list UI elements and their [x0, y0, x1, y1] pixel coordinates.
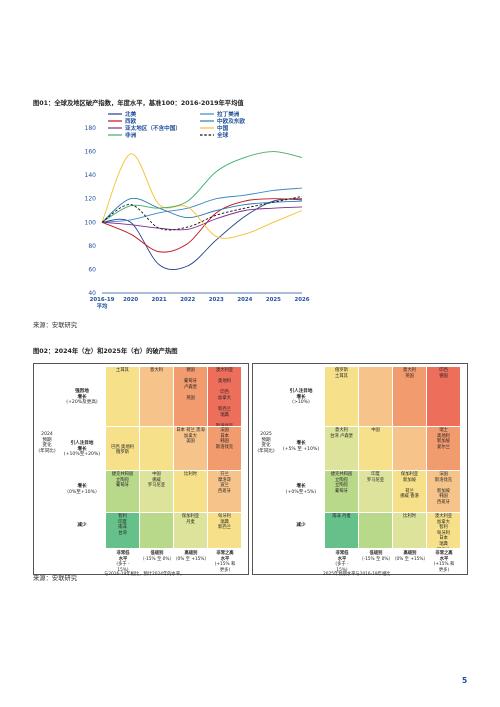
legend-label: 非洲	[125, 131, 137, 139]
legend-label: 中国	[217, 124, 229, 132]
hm2024-row-label: 强烈地 增长 (+20%及更高)	[66, 389, 98, 406]
series-line-1	[101, 187, 303, 223]
hm2024-heat-cell: 意大利	[140, 367, 173, 426]
x-tick-label: 2023	[209, 297, 224, 303]
x-tick-label: 2021	[152, 297, 167, 303]
hm2025-col-label: 非常低 水平 (多于 - 15%)	[335, 551, 349, 573]
hm2024-heat-cell: 比利时	[174, 471, 207, 512]
hm2024-col-label: 低级别 （-15% 至 0%）	[140, 551, 174, 562]
heatmap-2024: 2024 预期 变化 (年同比) 强烈地 增长 (+20%及更高) 土耳其 意大利 德国 …	[33, 363, 249, 577]
hm2025-heat-cell: 意大利 台湾 卢森堡	[325, 427, 358, 470]
hm2025-heat-cell: 俄罗斯 土耳其	[325, 367, 358, 426]
hm2024-heat-cell	[140, 427, 173, 470]
x-tick-label: 2024	[237, 297, 252, 303]
y-tick-label: 120	[85, 196, 97, 203]
hm2024-heat-cell: 澳大利亚 奥地利 印西 加拿大 新西兰 瑞典 斯洛伐克 瑞典	[208, 367, 241, 426]
hm2025-heat-cell	[393, 427, 426, 470]
figure1-title: 图01：全球及地区破产指数，年度水平，基准100：2016-2019年平均值	[33, 100, 244, 107]
x-tick-label: 2025	[266, 297, 281, 303]
legend-label: 亚太地区（不含中国）	[125, 124, 181, 132]
hm2024-row-label: 减少	[77, 523, 87, 528]
y-tick-label: 80	[88, 243, 96, 250]
hm2025-heat-cell: 瑞士 奥地利 新加坡 爱尔兰	[427, 427, 460, 470]
hm2024-heat-cell: 芬兰 摩洛哥 波兰 西班牙	[208, 471, 241, 512]
figure2-source: 来源：安联研究	[33, 575, 78, 582]
hm2025-row-label: 引人注目地 增长 (>10%)	[289, 389, 313, 406]
hm2024-heat-cell: 巴西 奥地利 俄罗斯	[106, 427, 139, 470]
x-tick-label: 2020	[123, 297, 138, 303]
hm2024-col-label: 高级别 （0% 至 +15%）	[173, 551, 209, 562]
hm2025-row-axis-title: 2025 预期 变化 (年同比)	[257, 432, 275, 454]
legend-label: 北美	[125, 110, 137, 118]
series-line-6	[101, 151, 303, 223]
hm2024-heat-cell: 智利 印度 南非 台湾	[106, 513, 139, 548]
y-tick-label: 160	[85, 149, 97, 156]
hm2025-heat-cell: 南非 丹麦	[325, 513, 358, 548]
legend-label: 全球	[216, 131, 229, 139]
hm2024-heat-cell: 日本 荷兰 黑海 加拿大 美国	[174, 427, 207, 470]
hm2025-col-label: 非常之高 水平 (+15% 和 更多)	[433, 551, 455, 573]
legend-label: 拉丁美洲	[217, 110, 240, 118]
hm2025-heat-cell: 印度 罗马尼亚	[359, 471, 392, 512]
x-tick-label: 2016-19	[90, 297, 115, 303]
x-tick-label: 2026	[294, 297, 309, 303]
hm2025-heat-cell	[359, 513, 392, 548]
hm2024-row-label: 增长 （0%至+10%）	[64, 484, 100, 495]
hm2024-col-label: 非常低 水平 (多于 - 15%)	[116, 551, 130, 573]
hm2025-heat-cell: 意大利 英国	[393, 367, 426, 426]
hm2025-row-label: 增长 (+0%至+5%)	[285, 484, 317, 495]
y-tick-label: 60	[88, 266, 96, 273]
hm2024-heat-cell	[140, 513, 173, 548]
series-line-5	[101, 153, 303, 239]
heatmap-2025: 2025 预期 变化 (年同比) 引人注目地 增长 (>10%) 俄罗斯 土耳其 意大利…	[252, 363, 468, 577]
x-tick-label: 平均	[97, 302, 108, 310]
hm2025-footnote: 2025年预期水平与2016-19年相比	[323, 572, 391, 577]
hm2025-heat-cell: 法国 斯洛伐克 新加坡 韩国 西班牙	[427, 471, 460, 512]
hm2025-row-label: 减少	[296, 523, 306, 528]
series-line-2	[101, 198, 303, 253]
hm2024-heat-cell: 土耳其	[106, 367, 139, 426]
series-line-4	[101, 206, 303, 231]
figure2-title: 图02：2024年（左）和2025年（右）的破产热图	[33, 348, 178, 355]
hm2025-heat-cell: 捷克共和国 立陶宛 立陶宛 葡萄牙	[325, 471, 358, 512]
hm2025-col-label: 高级别 （0% 至 +15%）	[392, 551, 428, 562]
hm2025-col-label: 低级别 （-15% 至 0%）	[359, 551, 393, 562]
series-line-7	[101, 195, 303, 231]
page-number: 5	[462, 676, 468, 685]
figure1-source: 来源：安联研究	[33, 322, 78, 329]
hm2024-heat-cell: 法国 日本 韩国 斯洛伐克	[208, 427, 241, 470]
hm2025-heat-cell: 中国	[359, 427, 392, 470]
hm2024-heat-cell: 德国 葡萄牙 卢森堡 英国	[174, 367, 207, 426]
y-tick-label: 180	[85, 125, 97, 132]
y-tick-label: 40	[88, 290, 96, 297]
x-tick-label: 2022	[180, 297, 195, 303]
hm2024-heat-cell: 中国 挪威 罗马尼亚	[140, 471, 173, 512]
hm2025-heat-cell: 印西 德国	[427, 367, 460, 426]
series-line-0	[101, 198, 303, 271]
hm2024-heat-cell: 保加利亚 丹麦	[174, 513, 207, 548]
hm2025-row-label: 增长 (+5% 至 +10%)	[282, 441, 320, 452]
hm2024-heat-cell: 捷克共和国 立陶宛 葡萄牙	[106, 471, 139, 512]
hm2024-footnote: 与2016-19年相比，预计2024年的水平。	[104, 572, 185, 577]
y-tick-label: 100	[85, 219, 97, 226]
legend-label: 西欧	[125, 117, 137, 125]
series-line-3	[101, 197, 303, 223]
y-tick-label: 140	[85, 172, 97, 179]
hm2025-heat-cell: 保加利亚 新加坡 荷兰 挪威 香港	[393, 471, 426, 512]
hm2024-col-label: 非常之高 水平 (+15% 和 更多)	[214, 551, 236, 573]
hm2024-row-label: 引人注目地 增长 (+10%至+20%)	[63, 441, 101, 458]
hm2024-heat-cell: 匈牙利 瑞典 新西兰	[208, 513, 241, 548]
hm2025-heat-cell: 比利时	[393, 513, 426, 548]
hm2025-heat-cell: 澳大利亚 加拿大 智利 匈牙利 日本 瑞典 新西兰 美国	[427, 513, 460, 548]
hm2025-heat-cell	[359, 367, 392, 426]
legend-label: 中欧及东欧	[217, 117, 245, 125]
hm2024-row-axis-title: 2024 预期 变化 (年同比)	[38, 432, 56, 454]
